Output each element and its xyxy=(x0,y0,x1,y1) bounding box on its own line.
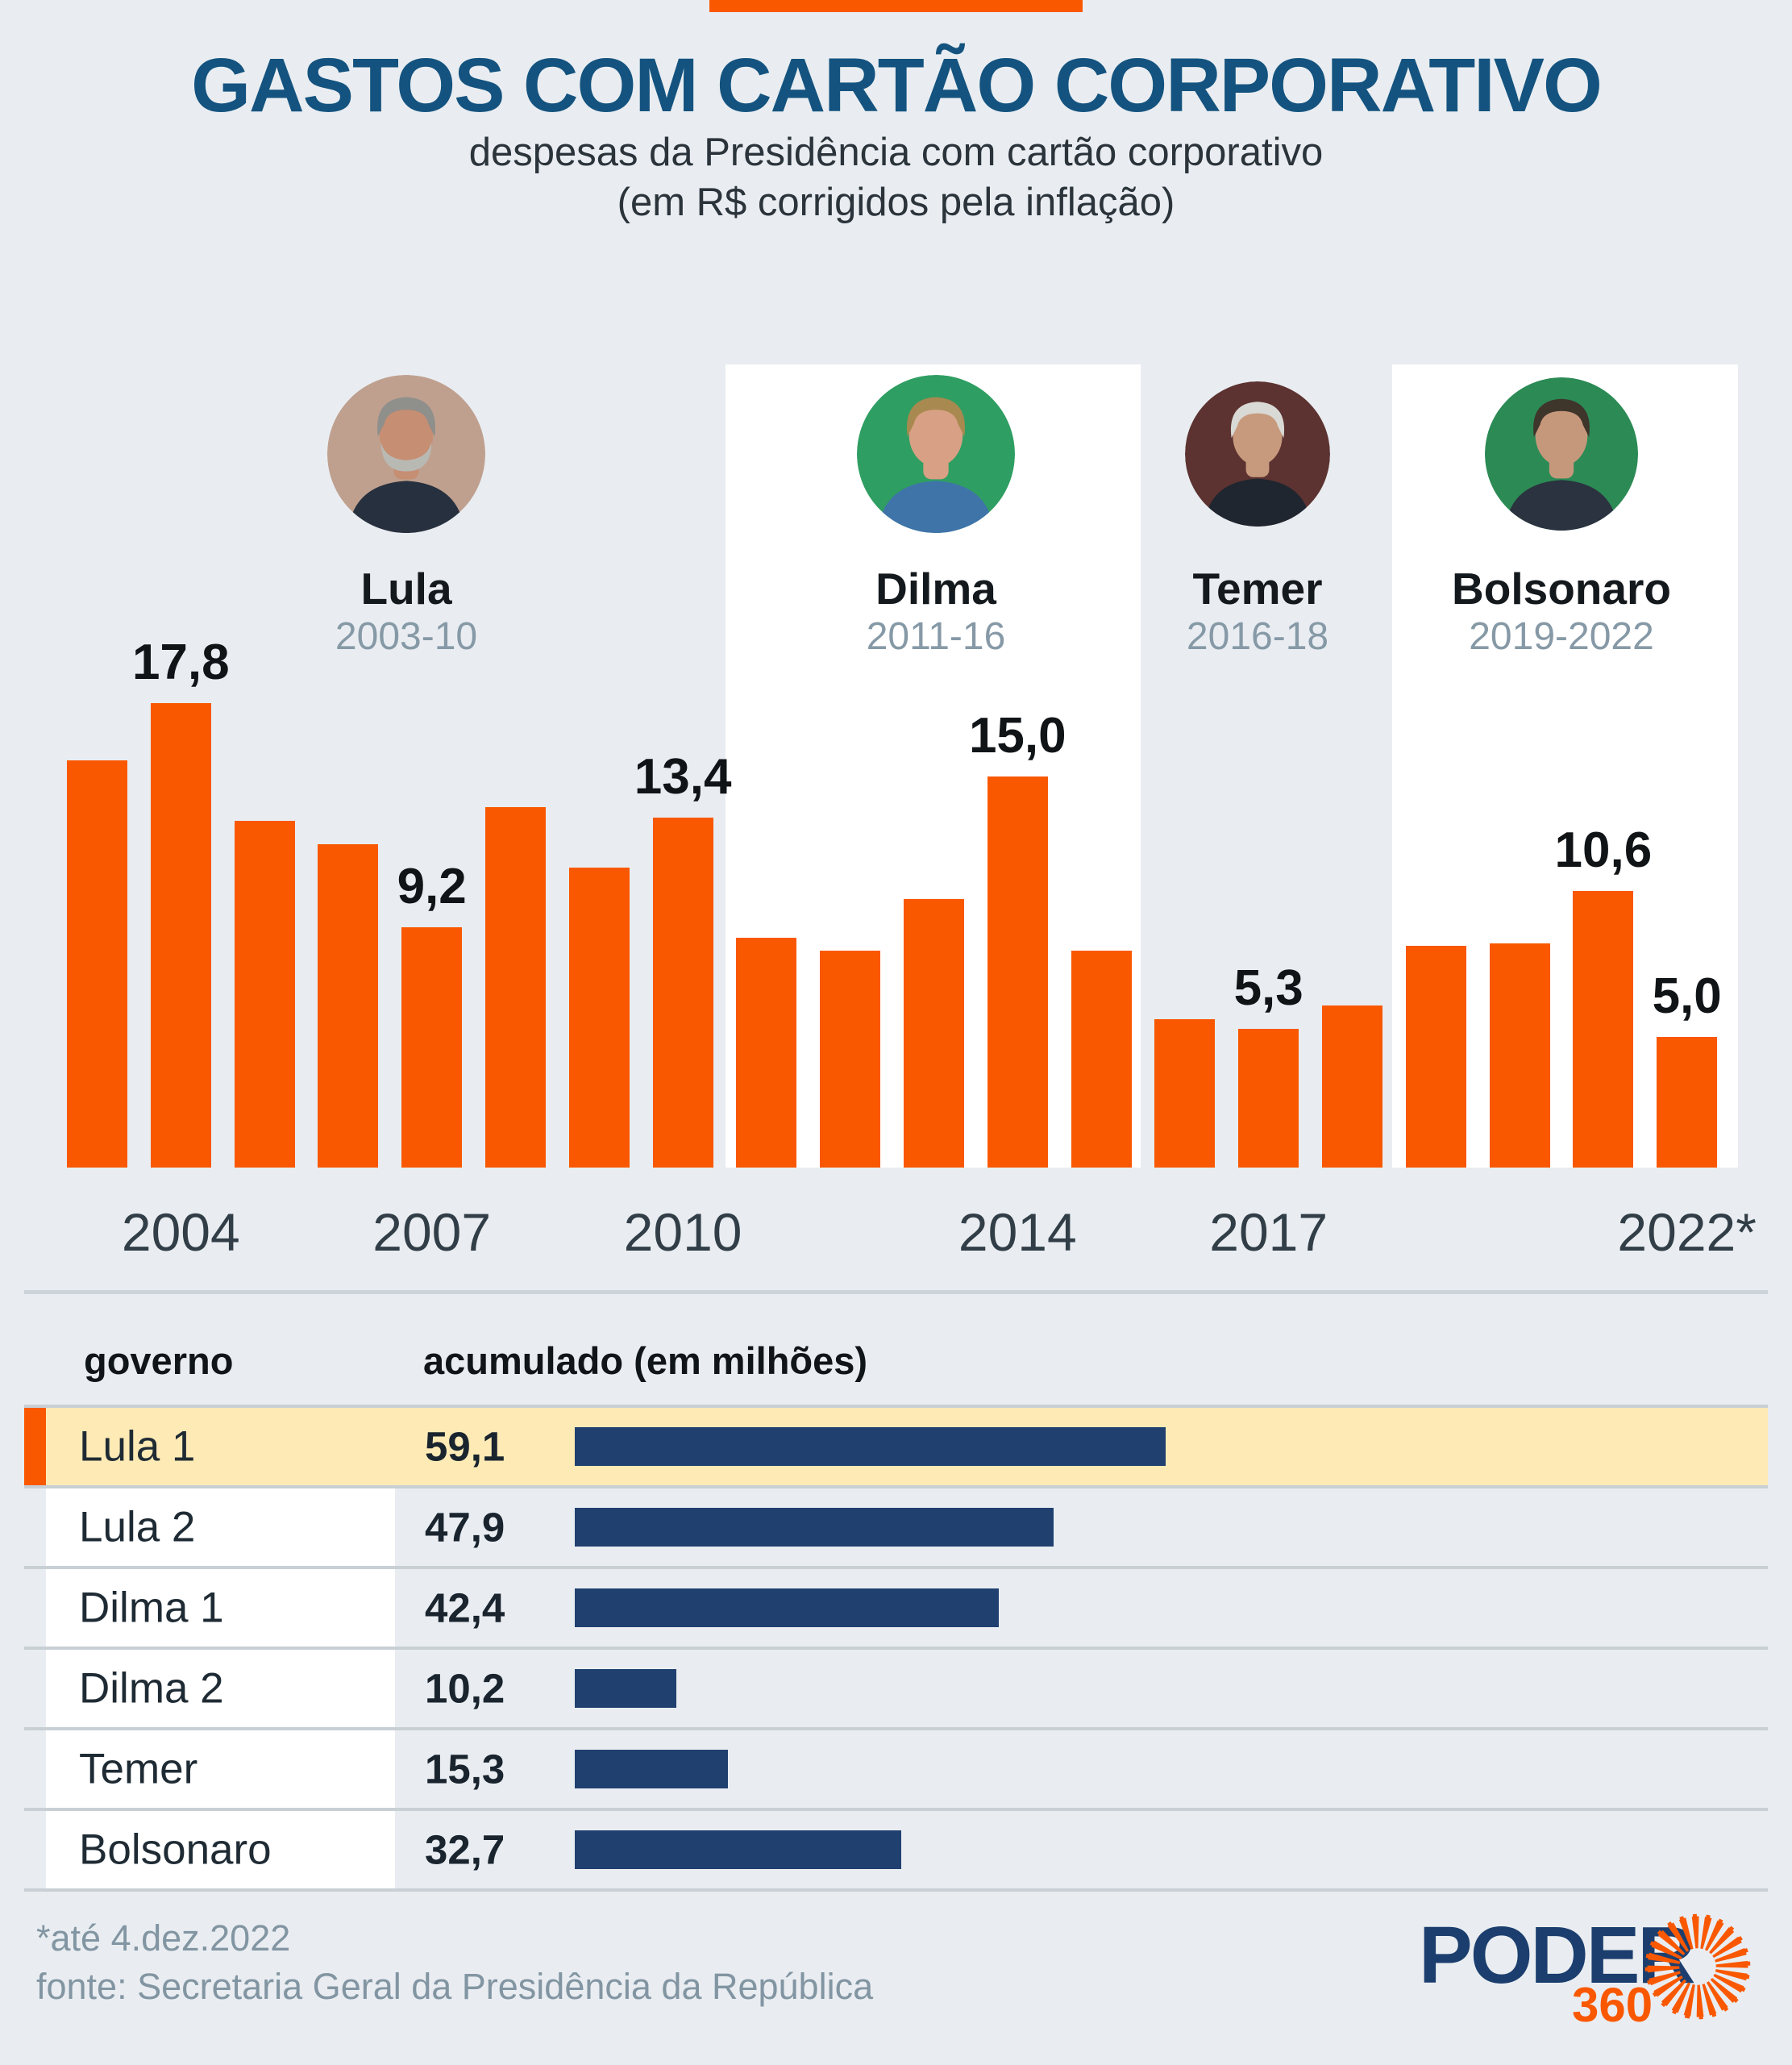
row-accumulated-value: 59,1 xyxy=(425,1423,505,1470)
row-label-cell-bg xyxy=(46,1811,395,1888)
row-government-label: Temer xyxy=(79,1745,198,1793)
chart-bar-2012 xyxy=(820,951,880,1168)
chart-bar-2022 xyxy=(1657,1037,1717,1168)
president-photo-bolsonaro xyxy=(1485,377,1638,531)
chart-bar-2007 xyxy=(401,927,462,1168)
x-axis-label-2014: 2014 xyxy=(958,1202,1077,1262)
row-value-bar xyxy=(575,1750,728,1788)
person-avatar-icon xyxy=(1185,381,1330,527)
table-row-dilma-2: Dilma 2 10,2 xyxy=(24,1647,1768,1727)
row-accumulated-value: 47,9 xyxy=(425,1504,505,1551)
bar-value-label-2004: 17,8 xyxy=(131,635,230,690)
row-label-cell-bg xyxy=(46,1650,395,1727)
chart-bar-2011 xyxy=(736,938,796,1168)
chart-bar-2008 xyxy=(485,807,546,1168)
footer-note: *até 4.dez.2022 xyxy=(36,1917,291,1959)
president-photo-lula xyxy=(327,375,485,533)
row-accumulated-value: 42,4 xyxy=(425,1584,505,1631)
subtitle-line-2: (em R$ corrigidos pela inflação) xyxy=(617,181,1175,224)
row-value-bar xyxy=(575,1669,676,1708)
bar-value-label-2007: 9,2 xyxy=(397,859,467,914)
chart-bar-2020 xyxy=(1490,943,1550,1168)
chart-bar-2013 xyxy=(904,899,964,1168)
person-avatar-icon xyxy=(1485,377,1638,531)
table-bottom-border xyxy=(24,1888,1768,1892)
table-header-governo: governo xyxy=(84,1339,234,1382)
chart-bar-2005 xyxy=(235,821,295,1168)
chart-bar-2016 xyxy=(1154,1019,1215,1168)
row-government-label: Dilma 1 xyxy=(79,1584,224,1632)
chart-bar-2018 xyxy=(1322,1005,1382,1168)
x-axis-label-2004: 2004 xyxy=(121,1202,240,1262)
row-value-bar xyxy=(575,1830,901,1869)
chart-bar-2019 xyxy=(1406,946,1466,1168)
section-divider xyxy=(24,1290,1768,1294)
x-axis-label-2017: 2017 xyxy=(1209,1202,1328,1262)
president-years: 2011-16 xyxy=(866,615,1006,658)
footer-source: fonte: Secretaria Geral da Presidência d… xyxy=(36,1966,874,2007)
page-title: GASTOS COM CARTÃO CORPORATIVO xyxy=(191,43,1603,128)
bar-value-label-2022: 5,0 xyxy=(1652,968,1722,1024)
chart-bar-2014 xyxy=(987,776,1048,1168)
x-axis-label-2007: 2007 xyxy=(372,1202,492,1262)
chart-bar-2006 xyxy=(318,844,378,1168)
president-photo-temer xyxy=(1185,381,1330,527)
row-accumulated-value: 15,3 xyxy=(425,1746,505,1792)
page-subtitle: despesas da Presidência com cartão corpo… xyxy=(0,127,1792,227)
president-name: Bolsonaro xyxy=(1452,564,1671,614)
chart-bar-2009 xyxy=(569,868,630,1168)
row-label-cell-bg xyxy=(46,1730,395,1808)
table-header-acumulado: acumulado (em milhões) xyxy=(423,1339,868,1382)
president-photo-dilma xyxy=(857,375,1015,533)
chart-bar-2004 xyxy=(151,703,211,1168)
x-axis-label-2022: 2022* xyxy=(1617,1202,1757,1262)
president-name: Lula xyxy=(360,564,452,614)
poder360-logo-number: 360 xyxy=(1572,1978,1653,2032)
table-row-lula-2: Lula 2 47,9 xyxy=(24,1485,1768,1566)
row-government-label: Lula 2 xyxy=(79,1503,196,1551)
president-years: 2003-10 xyxy=(335,615,478,658)
chart-bar-2015 xyxy=(1071,951,1132,1168)
bar-value-label-2014: 15,0 xyxy=(968,708,1066,764)
subtitle-line-1: despesas da Presidência com cartão corpo… xyxy=(468,131,1324,174)
bar-value-label-2017: 5,3 xyxy=(1233,960,1303,1016)
person-avatar-icon xyxy=(327,375,485,533)
row-label-cell-bg xyxy=(46,1569,395,1647)
person-avatar-icon xyxy=(857,375,1015,533)
poder360-sunburst-icon xyxy=(1644,1913,1751,2020)
bar-value-label-2010: 13,4 xyxy=(634,749,732,805)
row-value-bar xyxy=(575,1588,999,1627)
row-accumulated-value: 32,7 xyxy=(425,1826,505,1873)
row-label-cell-bg xyxy=(46,1488,395,1566)
president-years: 2019-2022 xyxy=(1469,615,1654,658)
row-government-label: Dilma 2 xyxy=(79,1664,224,1713)
bar-value-label-2021: 10,6 xyxy=(1554,822,1653,878)
row-value-bar xyxy=(575,1427,1166,1466)
table-row-bolsonaro: Bolsonaro 32,7 xyxy=(24,1808,1768,1888)
president-name: Temer xyxy=(1192,564,1323,614)
table-row-lula-1: Lula 1 59,1 xyxy=(24,1405,1768,1485)
row-value-bar xyxy=(575,1508,1054,1547)
row-government-label: Bolsonaro xyxy=(79,1826,272,1874)
row-accumulated-value: 10,2 xyxy=(425,1665,505,1712)
x-axis-label-2010: 2010 xyxy=(623,1202,742,1262)
row-government-label: Lula 1 xyxy=(79,1422,196,1471)
highlight-stripe xyxy=(24,1408,46,1485)
table-row-temer: Temer 15,3 xyxy=(24,1727,1768,1808)
chart-bar-2021 xyxy=(1573,891,1633,1168)
top-accent-bar xyxy=(709,0,1083,12)
chart-bar-2017 xyxy=(1238,1029,1299,1168)
chart-bar-2010 xyxy=(653,818,713,1168)
table-row-dilma-1: Dilma 1 42,4 xyxy=(24,1566,1768,1647)
president-years: 2016-18 xyxy=(1186,615,1329,658)
chart-bar-2003 xyxy=(67,760,127,1168)
president-name: Dilma xyxy=(875,564,996,614)
